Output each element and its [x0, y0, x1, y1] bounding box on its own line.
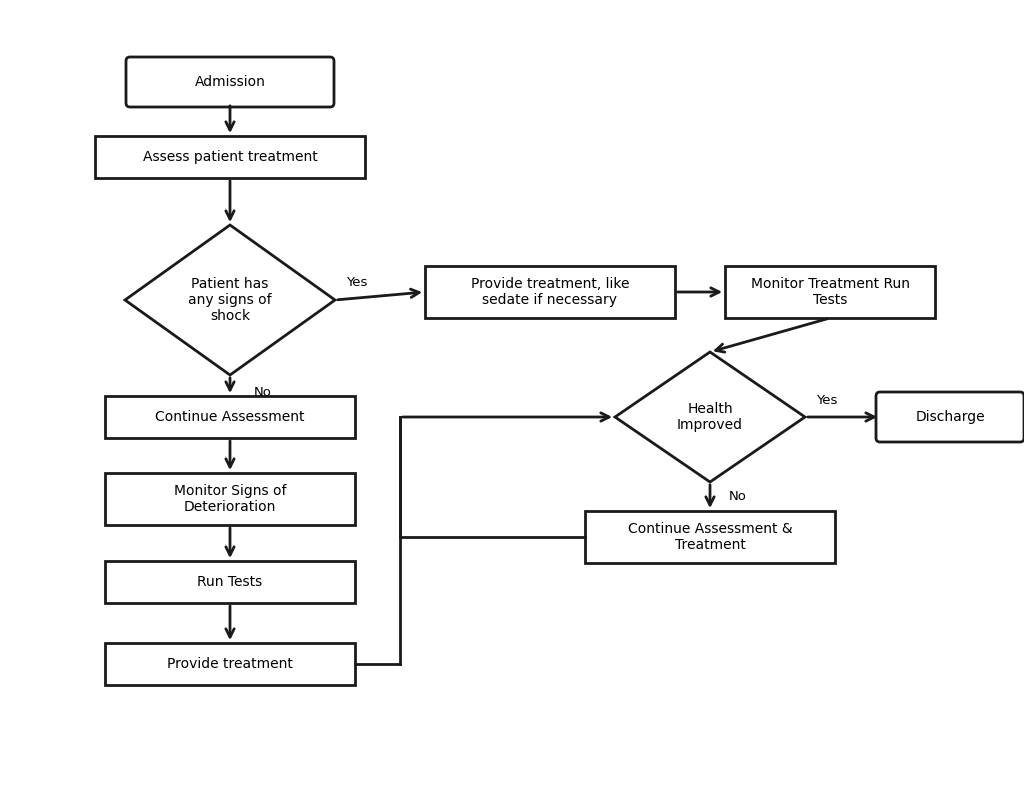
Text: Admission: Admission [195, 75, 265, 89]
Bar [105, 561, 355, 603]
Bar [95, 136, 365, 178]
Text: Patient has
any signs of
shock: Patient has any signs of shock [188, 276, 271, 323]
Text: Health
Improved: Health Improved [677, 402, 743, 432]
Text: Assess patient treatment: Assess patient treatment [142, 150, 317, 164]
Bar [725, 266, 935, 318]
Polygon shape [125, 225, 335, 375]
Bar [585, 511, 835, 563]
Text: Yes: Yes [346, 276, 368, 288]
FancyBboxPatch shape [126, 57, 334, 107]
Text: Monitor Treatment Run
Tests: Monitor Treatment Run Tests [751, 277, 909, 307]
Text: No: No [254, 386, 272, 399]
Text: Monitor Signs of
Deterioration: Monitor Signs of Deterioration [174, 484, 287, 514]
Text: Continue Assessment &
Treatment: Continue Assessment & Treatment [628, 522, 793, 552]
Bar [105, 396, 355, 438]
Text: No: No [729, 490, 746, 504]
Bar [105, 473, 355, 525]
Text: Discharge: Discharge [915, 410, 985, 424]
Polygon shape [615, 352, 805, 482]
Bar [105, 643, 355, 685]
Bar [425, 266, 675, 318]
Text: Continue Assessment: Continue Assessment [156, 410, 305, 424]
Text: Yes: Yes [816, 394, 838, 406]
Text: Provide treatment: Provide treatment [167, 657, 293, 671]
FancyBboxPatch shape [876, 392, 1024, 442]
Text: Provide treatment, like
sedate if necessary: Provide treatment, like sedate if necess… [471, 277, 630, 307]
Text: Run Tests: Run Tests [198, 575, 262, 589]
